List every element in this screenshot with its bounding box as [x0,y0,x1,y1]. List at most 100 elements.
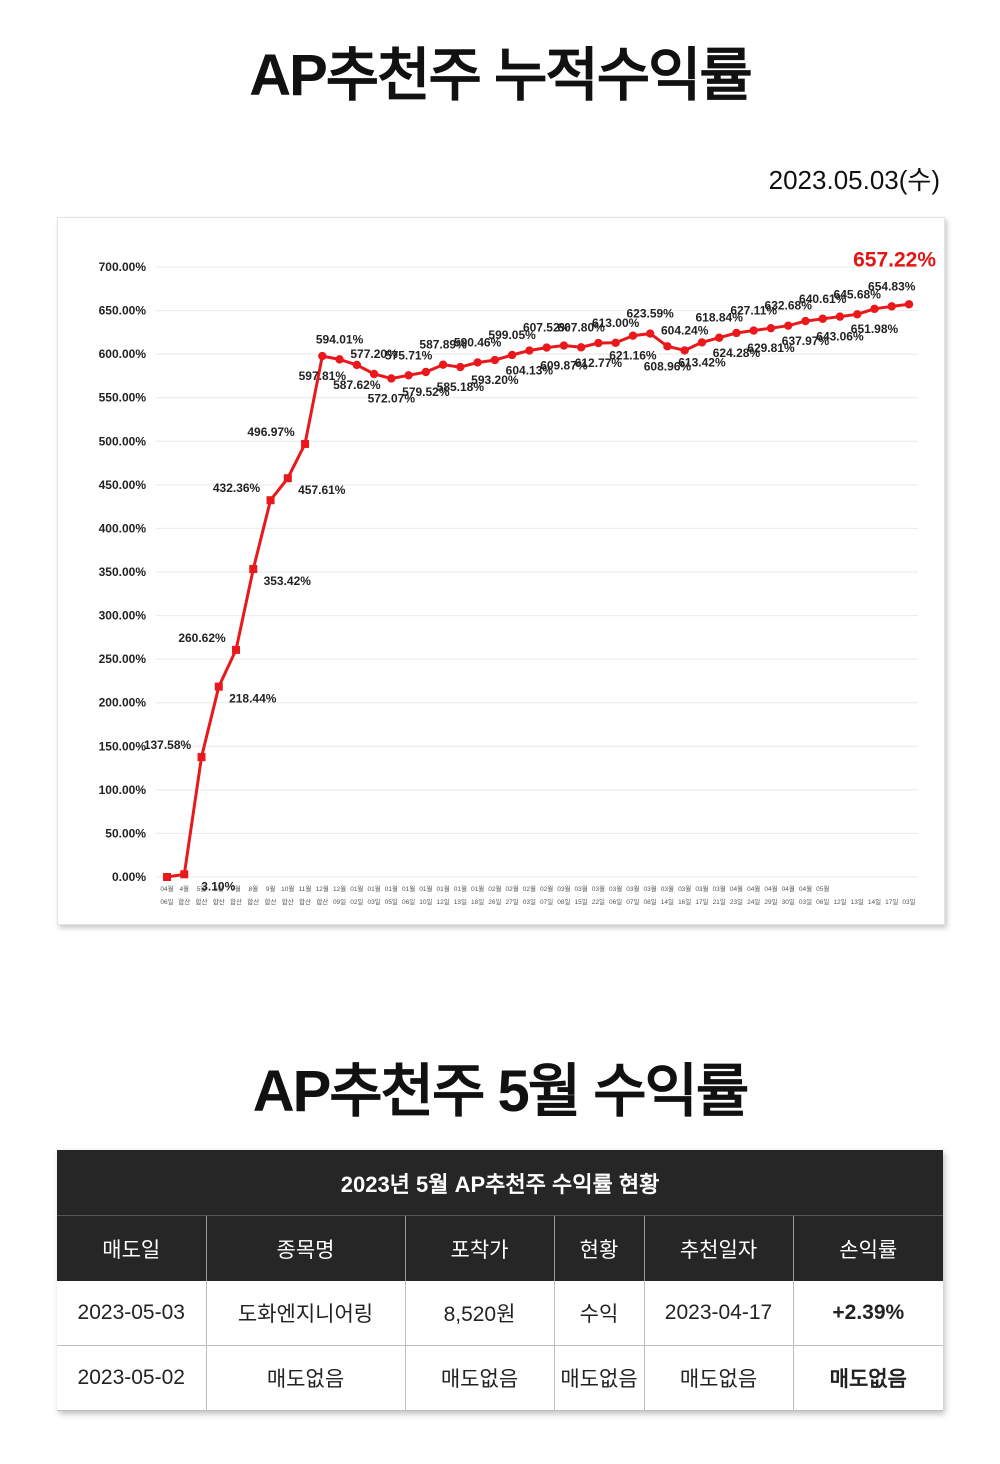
data-label: 607.52% [523,321,571,335]
data-point [473,358,482,367]
data-point [180,870,189,879]
returns-table: 2023년 5월 AP추천주 수익률 현황 매도일 종목명 포착가 현황 추천일… [57,1150,944,1411]
x-tick-label: 06일 [816,897,829,906]
x-tick-label: 01월 [367,884,380,893]
cell-recommend-date: 매도없음 [644,1345,794,1411]
data-point [784,321,793,330]
data-point [283,474,292,483]
date-label: 2023.05.03(수) [768,165,940,195]
x-tick-label: 26일 [488,897,501,906]
x-tick-label: 04월 [730,884,743,893]
data-point [301,439,310,448]
data-label: 637.97% [782,334,830,348]
x-tick-label: 합산 [230,897,242,906]
x-tick-label: 03월 [713,884,726,893]
data-label: 577.20% [350,347,398,361]
data-label: 432.36% [213,481,261,495]
data-point [904,300,914,309]
x-tick-label: 03일 [799,897,812,906]
data-point [801,316,810,326]
cell-status: 수익 [554,1281,645,1346]
data-label: 624.28% [713,346,761,360]
data-point [249,565,258,574]
section-title: AP추천주 5월 수익률 [252,1059,750,1124]
x-tick-label: 03월 [626,884,639,893]
data-label: 260.62% [178,631,226,645]
page-title: AP추천주 누적수익률 [249,43,753,108]
data-point [232,645,241,654]
data-label: 613.00% [592,316,640,330]
x-tick-label: 17일 [885,897,898,906]
data-label: 587.62% [333,378,381,392]
data-point [697,338,707,347]
y-tick-label: 200.00% [99,696,147,710]
header-status: 현황 [554,1215,645,1281]
cell-recommend-date: 2023-04-17 [644,1281,794,1346]
data-label: 618.84% [695,311,743,325]
table-row: 2023-05-02 매도없음 매도없음 매도없음 매도없음 매도없음 [57,1345,944,1411]
x-tick-label: 04월 [160,884,173,893]
x-tick-label: 27일 [506,897,519,906]
data-point [507,350,517,360]
x-tick-label: 06일 [402,897,415,906]
data-point [853,310,862,319]
cumulative-return-chart: 0.00% 50.00% 100.00% 150.00% 200.00% 250.00% 3… [99,248,937,906]
data-point [542,343,551,352]
x-tick-label: 합산 [178,897,190,906]
data-point [663,342,672,351]
x-tick-label: 08일 [557,897,570,906]
y-tick-label: 500.00% [99,434,147,448]
y-tick-label: 50.00% [105,826,146,840]
x-tick-label: 12월 [316,884,329,893]
x-tick-label: 합산 [196,897,208,906]
y-tick-label: 600.00% [99,347,147,361]
data-label: 599.05% [488,328,536,342]
x-tick-label: 13일 [454,897,467,906]
data-label: 651.98% [851,322,899,336]
x-tick-label: 07일 [540,897,553,906]
x-tick-label: 01월 [385,884,398,893]
x-tick-label: 합산 [247,897,259,906]
data-label: 593.20% [471,373,519,387]
x-tick-label: 07일 [626,897,639,906]
x-tick-label: 29일 [764,897,777,906]
x-tick-label: 24일 [747,897,760,906]
x-tick-label: 10일 [419,897,432,906]
x-tick-label: 14일 [661,897,674,906]
cell-pnl: 매도없음 [793,1345,944,1411]
x-tick-label: 04월 [782,884,795,893]
data-point [318,351,327,361]
x-tick-label: 14일 [868,897,881,906]
x-tick-label: 04월 [799,884,812,893]
data-label: 640.61% [799,292,847,306]
x-tick-label: 02월 [488,884,501,893]
y-tick-label: 650.00% [99,304,147,318]
data-label: 218.44% [229,692,277,706]
x-tick-label: 01월 [419,884,432,893]
x-tick-label: 05일 [385,897,398,906]
x-tick-label: 02월 [523,884,536,893]
data-label: 353.42% [264,574,312,588]
y-tick-label: 550.00% [99,391,147,405]
x-tick-label: 01월 [350,884,363,893]
data-label: 627.11% [730,304,777,318]
x-tick-label: 03월 [678,884,691,893]
x-tick-label: 23일 [730,897,743,906]
x-tick-label: 02일 [350,897,363,906]
x-tick-label: 01월 [402,884,415,893]
data-point [352,360,362,370]
data-point [611,338,620,348]
x-tick-label: 04월 [747,884,760,893]
table-caption: 2023년 5월 AP추천주 수익률 현황 [57,1150,944,1216]
x-tick-label: 01월 [454,884,467,893]
data-point [438,360,448,369]
data-label: 623.59% [626,307,674,321]
x-tick-label: 12일 [436,897,449,906]
data-point [628,331,638,340]
data-point [197,753,206,762]
header-sell-date: 매도일 [57,1215,207,1281]
y-tick-label: 150.00% [99,739,147,753]
data-point [421,367,431,377]
x-tick-label: 합산 [265,897,277,906]
x-tick-label: 04월 [764,884,777,893]
